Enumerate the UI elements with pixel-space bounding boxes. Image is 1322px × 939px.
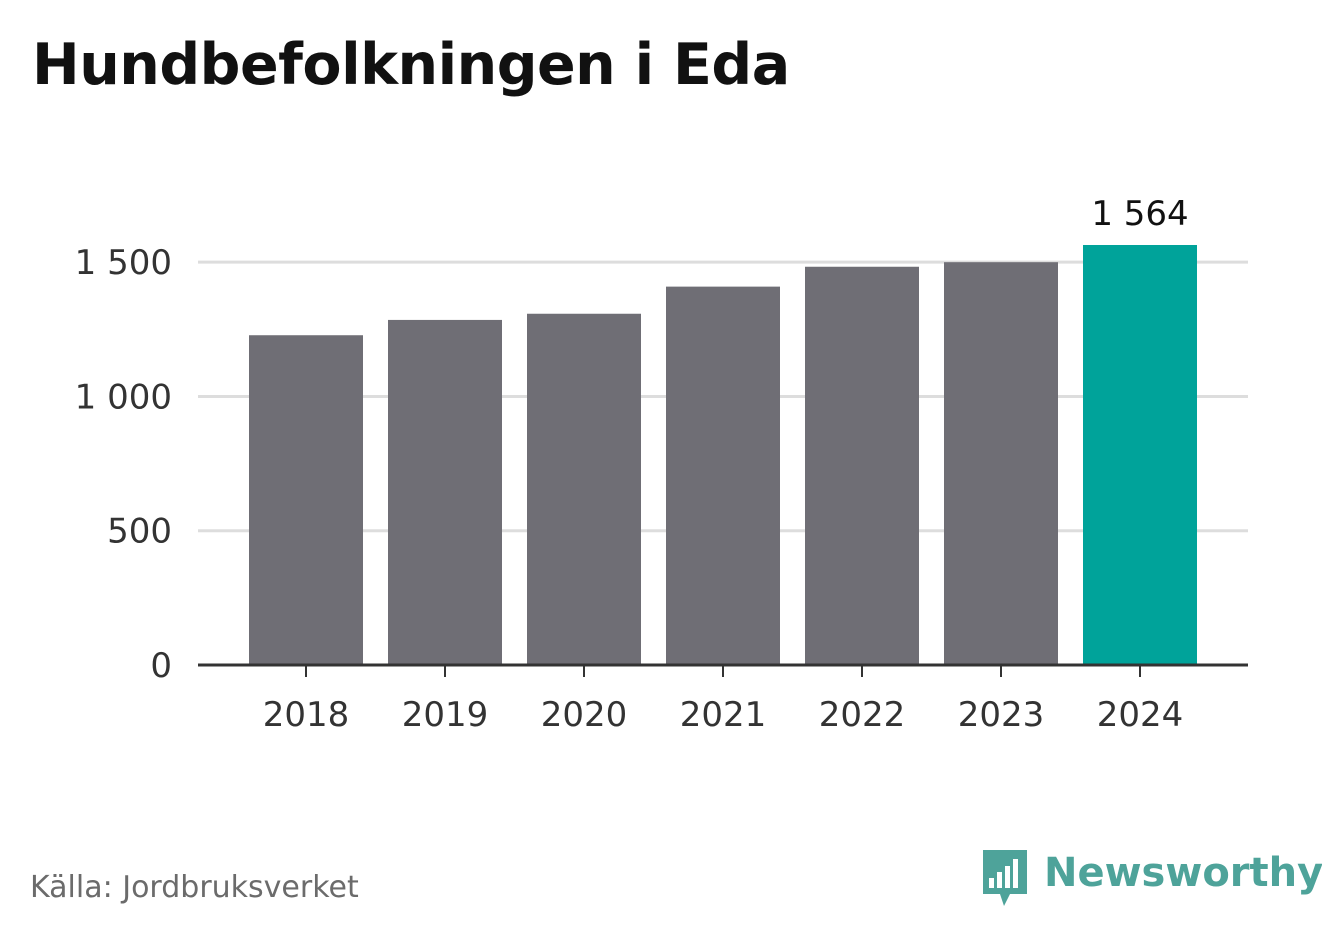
y-tick-label: 0: [150, 646, 172, 686]
y-tick-label: 1 000: [75, 377, 172, 417]
x-tick-label: 2018: [263, 695, 350, 735]
x-tick-label: 2024: [1097, 695, 1184, 735]
x-tick-label: 2021: [680, 695, 767, 735]
x-tick-label: 2023: [958, 695, 1045, 735]
chart-title: Hundbefolkningen i Eda: [32, 32, 790, 98]
data-label: 1 564: [1091, 194, 1188, 234]
x-tick-label: 2020: [541, 695, 628, 735]
x-tick-label: 2022: [819, 695, 906, 735]
bar-2024: [1083, 245, 1197, 665]
x-tick-label: 2019: [402, 695, 489, 735]
bar-2023: [944, 262, 1058, 665]
bar-2021: [666, 286, 780, 665]
newsworthy-logo-icon: [983, 850, 1027, 906]
brand-logo: Newsworthy: [980, 848, 1322, 910]
bar-2020: [527, 313, 641, 665]
y-tick-label: 1 500: [75, 243, 172, 283]
bar-2022: [805, 266, 919, 665]
bar-2019: [388, 319, 502, 665]
bar-2018: [249, 335, 363, 665]
brand-name: Newsworthy: [1044, 850, 1322, 896]
source-note: Källa: Jordbruksverket: [30, 870, 359, 905]
y-tick-label: 500: [107, 512, 172, 552]
